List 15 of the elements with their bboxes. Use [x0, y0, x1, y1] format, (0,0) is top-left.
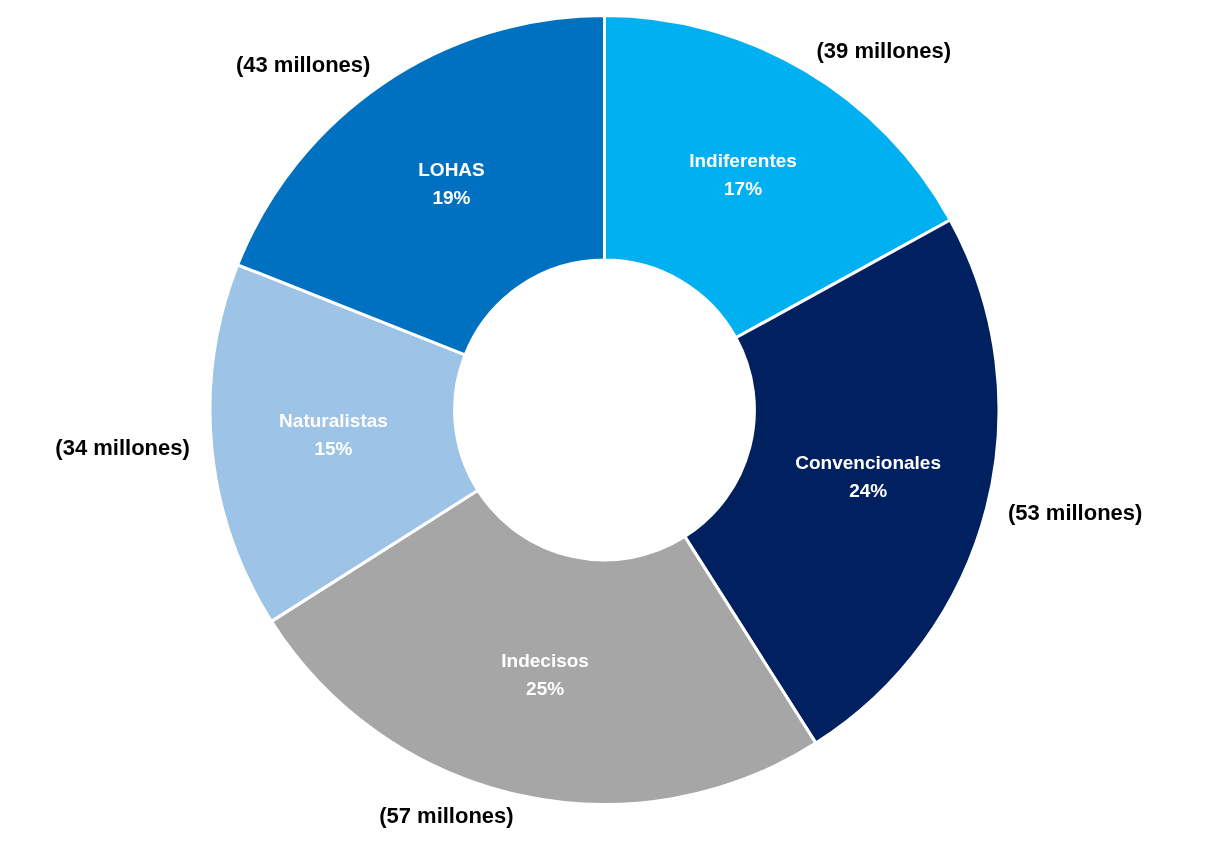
text: (57 millones) — [379, 802, 514, 828]
text: (39 millones) — [816, 37, 951, 63]
slice-label: Indecisos — [501, 649, 589, 671]
slice-label: Naturalistas — [279, 409, 388, 431]
text: (34 millones) — [55, 435, 190, 461]
data-label: 24% — [849, 479, 888, 501]
slice-label: Convencionales — [795, 451, 942, 473]
slice-label: Indiferentes — [689, 149, 797, 171]
text: (53 millones) — [1007, 499, 1143, 525]
text: (43 millones) — [235, 51, 371, 77]
slice-label: LOHAS — [418, 159, 485, 181]
data-label: 17% — [724, 177, 763, 199]
data-label: 19% — [432, 187, 471, 209]
data-label: 25% — [526, 677, 565, 699]
data-label: 15% — [314, 437, 353, 459]
